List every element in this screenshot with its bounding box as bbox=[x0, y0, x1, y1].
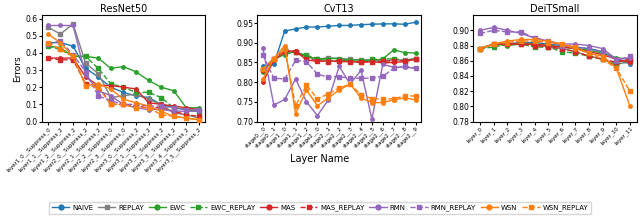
Y-axis label: Errors: Errors bbox=[13, 55, 22, 82]
Title: CvT13: CvT13 bbox=[324, 4, 355, 14]
Text: Layer Name: Layer Name bbox=[291, 154, 349, 164]
Title: DeiTSmall: DeiTSmall bbox=[531, 4, 580, 14]
Title: ResNet50: ResNet50 bbox=[100, 4, 147, 14]
Legend: NAIVE, REPLAY, EWC, EWC_REPLAY, MAS, MAS_REPLAY, RMN, RMN_REPLAY, WSN, WSN_REPLA: NAIVE, REPLAY, EWC, EWC_REPLAY, MAS, MAS… bbox=[49, 202, 591, 214]
